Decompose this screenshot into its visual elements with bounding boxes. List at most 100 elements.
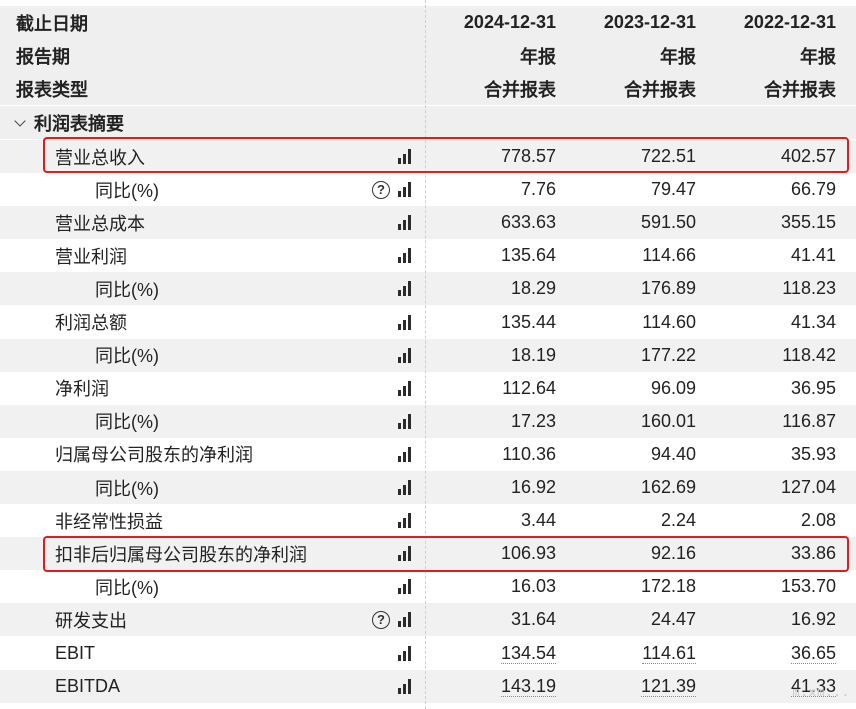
bar-chart-icon[interactable]: [398, 413, 415, 429]
table-row: 营业利润 135.64 114.66 41.41: [0, 239, 856, 272]
table-row: 净利润 112.64 96.09 36.95: [0, 372, 856, 405]
row-icons: [355, 140, 415, 173]
bar-chart-icon[interactable]: [398, 248, 415, 264]
table-row: 同比(%) 16.92 162.69 127.04: [0, 471, 856, 504]
help-circle-icon[interactable]: ?: [372, 180, 390, 199]
bar-chart-icon[interactable]: [398, 612, 415, 628]
bar-chart-icon[interactable]: [398, 546, 415, 562]
table-cell: 778.57: [426, 140, 556, 173]
cell-value: 172.18: [640, 576, 696, 597]
cell-value: 134.54: [500, 642, 556, 664]
header-cell: 合并报表: [484, 79, 556, 100]
cell-value: 94.40: [650, 443, 696, 464]
row-label: EBITDA: [55, 675, 121, 696]
cell-value: 114.60: [642, 311, 696, 332]
cell-value: 31.64: [510, 609, 556, 630]
row-label: 归属母公司股东的净利润: [55, 445, 253, 466]
cell-value: 92.16: [650, 543, 696, 564]
row-icons: [355, 637, 415, 670]
row-label: 同比(%): [95, 279, 159, 300]
table-row: 同比(%) 17.23 160.01 116.87: [0, 404, 856, 438]
cell-value: 402.57: [780, 146, 836, 166]
table-cell: 36.95: [706, 372, 836, 405]
bar-chart-icon[interactable]: [398, 182, 415, 198]
table-cell: 722.51: [566, 140, 696, 173]
row-label: 研发支出: [55, 610, 127, 631]
table-row: 同比(%) 18.19 177.22 118.42: [0, 338, 856, 372]
row-icons: ?: [355, 603, 415, 636]
table-cell: 41.41: [706, 239, 836, 272]
row-label: 同比(%): [95, 180, 159, 201]
table-row: 营业总成本 633.63 591.50 355.15: [0, 206, 856, 240]
bar-chart-icon[interactable]: [398, 281, 415, 297]
bar-chart-icon[interactable]: [398, 149, 415, 164]
row-label: 营业总收入: [55, 147, 145, 168]
row-label: 同比(%): [95, 412, 159, 433]
header-row-date: 截止日期 2024-12-31 2023-12-31 2022-12-31: [0, 6, 856, 39]
cell-value: 135.44: [500, 311, 556, 332]
cell-value: 116.87: [782, 410, 836, 431]
table-cell: 176.89: [566, 272, 696, 305]
cell-value: 33.86: [790, 543, 836, 564]
bar-chart-icon[interactable]: [398, 579, 415, 595]
cell-value: 16.92: [790, 609, 836, 630]
row-icons: [355, 405, 415, 438]
cell-value: 18.29: [510, 278, 556, 299]
bar-chart-icon[interactable]: [398, 513, 415, 529]
bar-chart-icon[interactable]: [398, 215, 415, 231]
table-cell: 16.92: [706, 603, 836, 636]
cell-value: 162.69: [640, 477, 696, 497]
bar-chart-icon[interactable]: [398, 678, 415, 694]
row-icons: [355, 272, 415, 305]
table-cell: 41.34: [706, 306, 836, 339]
table-cell: 35.93: [706, 438, 836, 471]
cell-value: 114.61: [642, 642, 696, 664]
cell-value: 778.57: [500, 146, 556, 166]
cell-value: 16.03: [510, 576, 556, 597]
cell-value: 18.19: [510, 344, 556, 365]
row-icons: [355, 339, 415, 372]
table-row: 扣非后归属母公司股东的净利润 106.93 92.16 33.86: [0, 537, 856, 571]
bar-chart-icon[interactable]: [398, 314, 415, 330]
table-cell: 116.87: [706, 405, 836, 438]
header-cell: 年报: [800, 46, 836, 67]
table-cell: 135.64: [426, 239, 556, 272]
section-toggle[interactable]: 利润表摘要: [0, 106, 856, 139]
bar-chart-icon[interactable]: [398, 347, 415, 363]
table-cell: 106.93: [426, 537, 556, 570]
row-icons: [355, 438, 415, 471]
table-row: 同比(%) 16.03 172.18 153.70: [0, 570, 856, 603]
table-cell: 41.33: [706, 670, 836, 703]
cell-value: 118.42: [782, 344, 836, 365]
table-cell: 114.60: [566, 306, 696, 339]
cell-value: 106.93: [500, 543, 556, 564]
bar-chart-icon[interactable]: [398, 645, 415, 661]
cell-value: 177.22: [640, 344, 696, 365]
table-cell: 36.65: [706, 637, 836, 670]
cell-value: 3.44: [520, 510, 556, 531]
table-cell: 94.40: [566, 438, 696, 471]
cell-value: 96.09: [650, 377, 696, 398]
bar-chart-icon[interactable]: [398, 446, 415, 462]
table-cell: 110.36: [426, 438, 556, 471]
table-cell: 33.86: [706, 537, 836, 570]
table-cell: 160.01: [566, 405, 696, 438]
row-icons: [355, 504, 415, 537]
bar-chart-icon[interactable]: [398, 380, 415, 396]
chevron-down-icon[interactable]: [14, 114, 26, 127]
table-cell: 355.15: [706, 206, 836, 239]
row-icons: [355, 670, 415, 703]
table-cell: 16.03: [426, 570, 556, 603]
cell-value: 36.65: [790, 642, 836, 664]
cell-value: 135.64: [500, 245, 556, 266]
help-circle-icon[interactable]: ?: [372, 610, 390, 629]
bar-chart-icon[interactable]: [398, 480, 415, 495]
cell-value: 153.70: [780, 576, 836, 597]
table-cell: 591.50: [566, 206, 696, 239]
cell-value: 35.93: [790, 443, 836, 464]
row-icons: [355, 206, 415, 239]
cell-value: 591.50: [640, 212, 696, 233]
cell-value: 2.24: [660, 510, 696, 531]
row-label: 同比(%): [95, 346, 159, 367]
table-cell: 66.79: [706, 173, 836, 206]
